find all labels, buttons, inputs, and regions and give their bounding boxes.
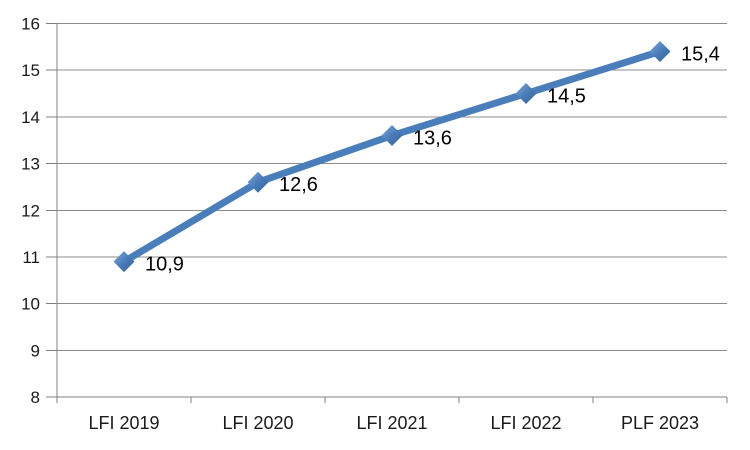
- data-point-label: 13,6: [413, 128, 452, 150]
- y-axis-tick-label: 9: [31, 341, 40, 360]
- y-axis-tick-label: 15: [21, 61, 40, 80]
- data-point-label: 10,9: [145, 254, 184, 276]
- series-line: [120, 48, 664, 266]
- y-axis-tick-label: 8: [31, 388, 40, 407]
- data-point-marker: [247, 171, 269, 193]
- y-axis-tick-label: 16: [21, 15, 40, 34]
- y-axis-tick-label: 13: [21, 155, 40, 174]
- y-axis-tick-label: 14: [21, 108, 40, 127]
- x-axis-category-label: LFI 2021: [356, 413, 427, 433]
- x-axis-category-label: PLF 2023: [621, 413, 699, 433]
- y-axis-tick-label: 11: [22, 248, 40, 267]
- x-axis-category-label: LFI 2019: [88, 413, 159, 433]
- data-point-label: 12,6: [279, 174, 318, 196]
- data-point-marker: [381, 125, 403, 147]
- data-point-marker: [113, 251, 135, 273]
- y-axis-tick-label: 12: [21, 201, 40, 220]
- x-axis-category-label: LFI 2022: [490, 413, 561, 433]
- data-point-label: 15,4: [681, 44, 720, 66]
- y-axis-tick-label: 10: [21, 295, 40, 314]
- x-axis-category-label: LFI 2020: [222, 413, 293, 433]
- data-point-marker: [649, 41, 671, 63]
- data-point-label: 14,5: [547, 86, 586, 108]
- data-point-marker: [515, 83, 537, 105]
